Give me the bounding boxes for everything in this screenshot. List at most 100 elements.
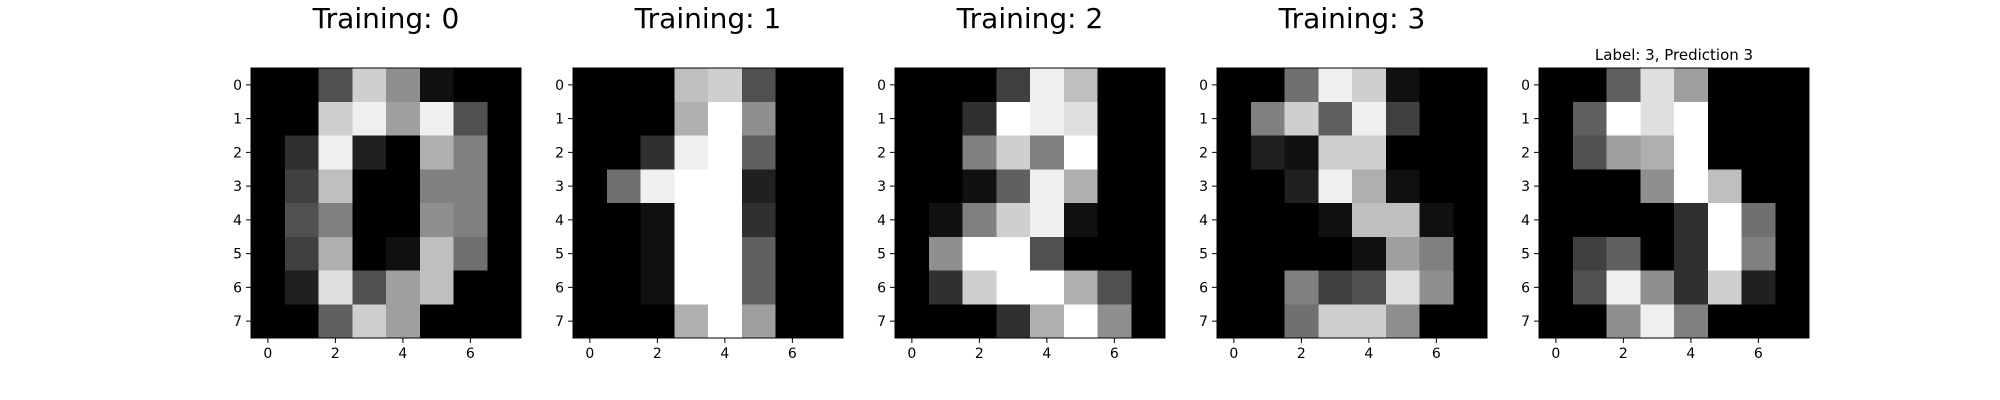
panel-1-pixel-r2-c1: [284, 135, 320, 170]
panel-1-y-tick-label: 3: [233, 179, 242, 195]
panel-1-pixel-r0-c4: [386, 68, 421, 103]
panel-2-pixel-r0-c2: [640, 68, 675, 103]
panel-3-pixel-r2-c5: [1063, 135, 1099, 170]
panel-5-pixel-r0-c5: [1707, 68, 1743, 103]
panel-4-pixel-r3-c6: [1419, 169, 1454, 204]
panel-5-pixel-r3-c0: [1539, 169, 1574, 204]
panel-4-pixel-r7-c7: [1453, 304, 1488, 339]
panel-5-pixel-r6-c4: [1674, 270, 1709, 305]
panel-3-pixel-r3-c7: [1131, 169, 1166, 204]
panel-5-y-tick-label: 7: [1521, 314, 1530, 330]
panel-5-y-tick-label: 2: [1521, 145, 1530, 161]
panel-5-x-tick-label: 4: [1686, 346, 1695, 362]
panel-5-pixel-r2-c3: [1640, 135, 1675, 170]
panel-1-pixel-r2-c2: [318, 135, 353, 170]
panel-1-pixel-r3-c4: [386, 169, 421, 204]
panel-1-pixel-r0-c6: [453, 68, 488, 103]
panel-3-pixel-r6-c4: [1030, 270, 1065, 305]
panel-4-pixel-r3-c7: [1453, 169, 1488, 204]
panel-1-pixel-r3-c6: [453, 169, 488, 204]
panel-2-pixel-r7-c1: [606, 304, 642, 339]
panel-2-y-tick-label: 1: [555, 112, 564, 128]
panel-4-pixel-r4-c2: [1284, 203, 1319, 238]
panel-1-pixel-r7-c0: [251, 304, 286, 339]
panel-3-y-tick-label: 1: [877, 112, 886, 128]
panel-2-pixel-r4-c0: [573, 203, 608, 238]
panel-3-pixel-r4-c0: [895, 203, 930, 238]
panel-3-pixel-r5-c3: [996, 236, 1031, 272]
panel-1-y-tick-label: 2: [233, 145, 242, 161]
panel-5-pixel-r3-c7: [1775, 169, 1810, 204]
panel-4-pixel-r5-c2: [1284, 236, 1319, 272]
panel-3-x-tick-label: 4: [1042, 346, 1051, 362]
panel-5-pixel-r5-c2: [1606, 236, 1641, 272]
panel-3-pixel-r7-c2: [962, 304, 997, 339]
panel-3-x-tick-label: 6: [1110, 346, 1119, 362]
panel-2-pixel-r2-c5: [741, 135, 777, 170]
panel-4-pixel-r2-c1: [1250, 135, 1286, 170]
panel-3-pixel-r1-c7: [1131, 101, 1166, 137]
panel-3-pixel-r7-c3: [996, 304, 1031, 339]
panel-1-pixel-r0-c2: [318, 68, 353, 103]
panel-2-pixel-r7-c3: [674, 304, 709, 339]
panel-2-title: Training: 1: [634, 2, 782, 35]
panel-2-pixel-r4-c3: [674, 203, 709, 238]
panel-3-pixel-r1-c4: [1030, 101, 1065, 137]
panel-4-pixel-r4-c1: [1250, 203, 1286, 238]
panel-3-pixel-r1-c1: [928, 101, 964, 137]
panel-1-pixel-r0-c7: [487, 68, 522, 103]
panel-3-pixel-r4-c3: [996, 203, 1031, 238]
panel-2-pixel-r4-c6: [775, 203, 810, 238]
panel-2-pixel-r3-c2: [640, 169, 675, 204]
panel-2-pixel-r1-c3: [674, 101, 709, 137]
panel-5-pixel-r0-c2: [1606, 68, 1641, 103]
panel-4-pixel-r2-c3: [1318, 135, 1353, 170]
panel-3-pixel-r0-c2: [962, 68, 997, 103]
panel-2-pixel-r6-c2: [640, 270, 675, 305]
panel-1-pixel-r6-c3: [352, 270, 387, 305]
panel-4-pixel-r1-c3: [1318, 101, 1353, 137]
panel-5-pixel-r4-c2: [1606, 203, 1641, 238]
panel-3-pixel-r7-c6: [1097, 304, 1132, 339]
panel-3-pixel-r2-c7: [1131, 135, 1166, 170]
panel-1-pixel-r5-c7: [487, 236, 522, 272]
panel-5-pixel-r1-c4: [1674, 101, 1709, 137]
panel-2-pixel-r3-c7: [809, 169, 844, 204]
panel-4-pixel-r6-c1: [1250, 270, 1286, 305]
panel-3-pixel-r6-c1: [928, 270, 964, 305]
panel-1-x-tick-label: 4: [398, 346, 407, 362]
panel-4-pixel-r3-c5: [1385, 169, 1421, 204]
panel-2-pixel-r2-c3: [674, 135, 709, 170]
panel-5-pixel-r4-c4: [1674, 203, 1709, 238]
panel-3-pixel-r3-c0: [895, 169, 930, 204]
panel-5-title: Label: 3, Prediction 3: [1595, 46, 1753, 64]
panel-4-pixel-r3-c1: [1250, 169, 1286, 204]
panel-5-pixel-r1-c2: [1606, 101, 1641, 137]
panel-4-pixel-r6-c7: [1453, 270, 1488, 305]
panel-1-pixel-r5-c6: [453, 236, 488, 272]
panel-1-y-tick-label: 5: [233, 247, 242, 263]
panel-5-pixel-r5-c1: [1572, 236, 1608, 272]
panel-3-pixel-r3-c2: [962, 169, 997, 204]
panel-5-pixel-r2-c6: [1741, 135, 1776, 170]
panel-1-pixel-r1-c5: [419, 101, 455, 137]
panel-3-pixel-r3-c3: [996, 169, 1031, 204]
panel-5-pixel-r7-c7: [1775, 304, 1810, 339]
panel-3-x-tick-label: 0: [907, 346, 916, 362]
panel-2-y-tick-label: 2: [555, 145, 564, 161]
panel-2-pixel-r5-c2: [640, 236, 675, 272]
panel-2-pixel-r6-c0: [573, 270, 608, 305]
panel-1-pixel-r4-c0: [251, 203, 286, 238]
panel-3-pixel-r4-c7: [1131, 203, 1166, 238]
panel-5-pixel-r3-c1: [1572, 169, 1608, 204]
panel-4-pixel-r5-c0: [1217, 236, 1252, 272]
panel-3-pixel-r7-c0: [895, 304, 930, 339]
panel-5-pixel-r5-c0: [1539, 236, 1574, 272]
panel-3-pixel-r7-c5: [1063, 304, 1099, 339]
panel-5-axes-frame: [1538, 67, 1810, 339]
panel-4-y-tick-label: 2: [1199, 145, 1208, 161]
panel-1-pixel-r7-c1: [284, 304, 320, 339]
panel-5-pixel-r3-c3: [1640, 169, 1675, 204]
panel-1-pixel-r6-c0: [251, 270, 286, 305]
panel-5-pixel-r1-c6: [1741, 101, 1776, 137]
